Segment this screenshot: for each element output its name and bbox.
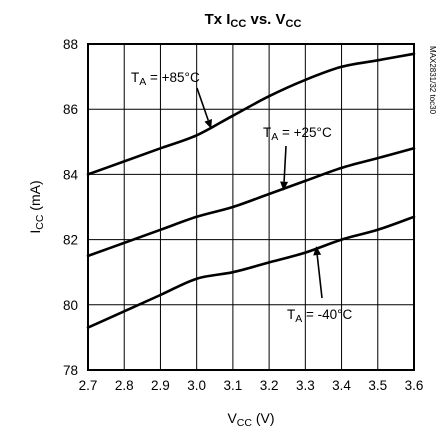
y-tick-label: 88 (63, 37, 78, 52)
chart-title: Tx ICC vs. VCC (205, 11, 302, 30)
x-tick-label: 3.2 (260, 378, 279, 393)
series-label-85c: TA = +85°C (131, 70, 200, 88)
x-tick-label: 2.9 (151, 378, 170, 393)
y-tick-label: 78 (63, 363, 78, 378)
x-tick-label: 2.8 (115, 378, 134, 393)
series-label-25c: TA = +25°C (263, 125, 332, 143)
series-line-85c (86, 52, 416, 176)
arrow-85c (196, 87, 212, 129)
annotation-arrows (196, 87, 323, 299)
grid-lines (88, 44, 414, 370)
y-tick-label: 80 (63, 298, 78, 313)
y-tick-label: 82 (63, 233, 78, 248)
y-tick-labels: 78 80 82 84 86 88 (63, 37, 79, 378)
x-tick-label: 3.4 (332, 378, 351, 393)
series-line-m40c (86, 215, 416, 329)
x-tick-labels: 2.7 2.8 2.9 3.0 3.1 3.2 3.3 3.4 3.5 3.6 (79, 378, 424, 393)
x-tick-label: 3.3 (296, 378, 315, 393)
y-tick-label: 86 (63, 102, 78, 117)
arrow-m40c (313, 246, 323, 299)
y-axis-label: ICC (mA) (27, 180, 46, 233)
series-line-25c (86, 147, 416, 258)
series-layer (86, 52, 416, 329)
x-tick-label: 3.0 (187, 378, 206, 393)
x-tick-label: 3.5 (368, 378, 387, 393)
arrow-25c (280, 145, 289, 191)
x-axis-label: VCC (V) (227, 410, 274, 429)
x-tick-label: 3.6 (405, 378, 424, 393)
series-label-m40c: TA = -40°C (287, 307, 353, 325)
y-tick-label: 84 (63, 167, 79, 182)
x-tick-label: 3.1 (223, 378, 242, 393)
plot-frame (87, 43, 415, 371)
x-tick-label: 2.7 (79, 378, 98, 393)
figure-id-note: MAX2831/32 toc30 (428, 46, 437, 115)
